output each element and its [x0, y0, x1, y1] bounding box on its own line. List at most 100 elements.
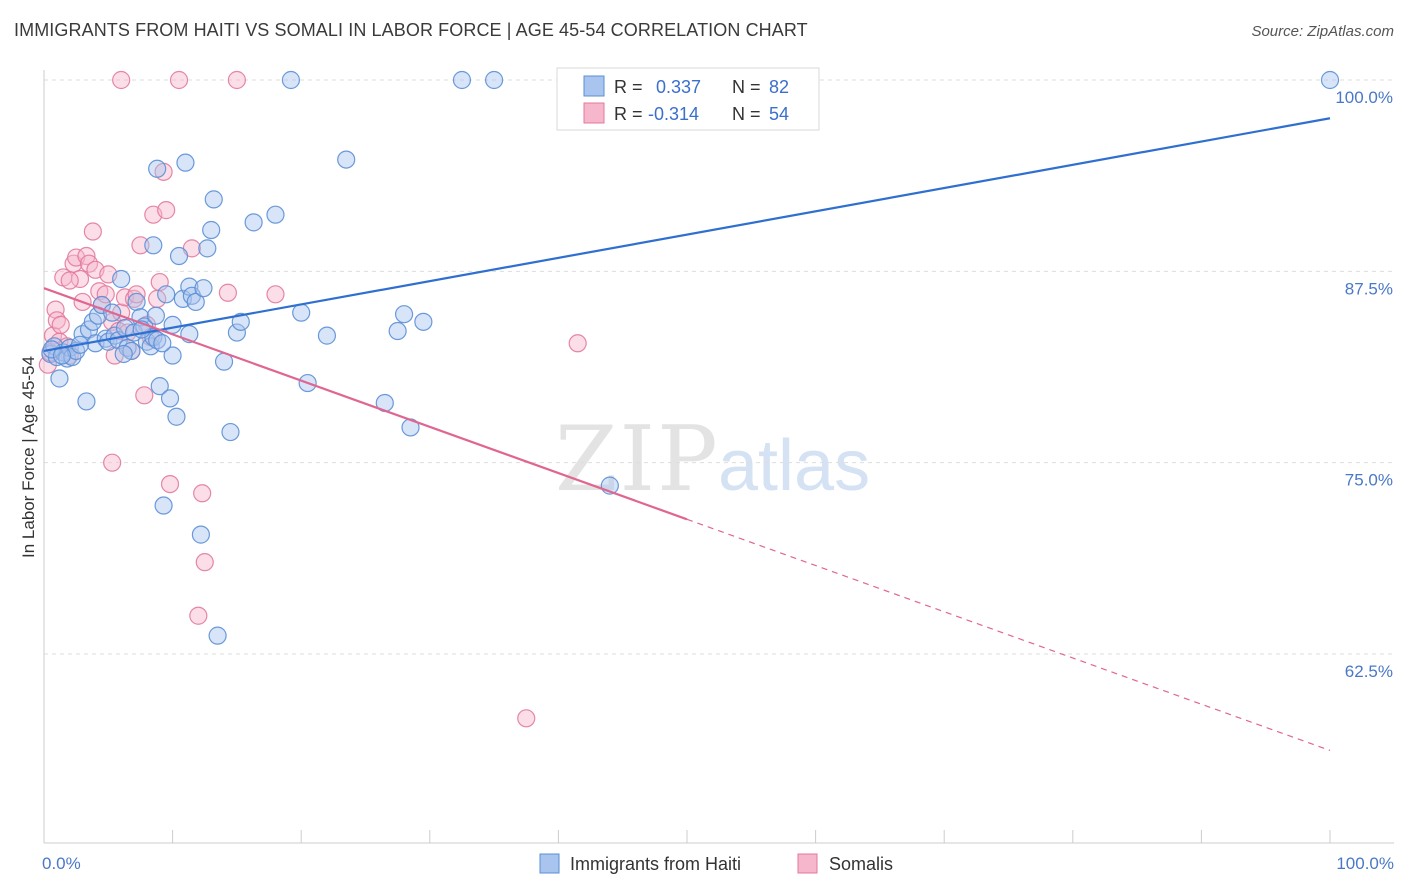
haiti-point — [388, 321, 407, 341]
y-axis-label: In Labor Force | Age 45-54 — [19, 356, 38, 558]
haiti-point — [163, 315, 182, 335]
haiti-point — [73, 324, 92, 344]
somali-point — [227, 70, 246, 90]
haiti-point — [394, 305, 414, 324]
somali-point — [60, 271, 79, 290]
gridlines — [44, 79, 1394, 655]
haiti-point — [485, 70, 504, 90]
somali-trend-line — [43, 287, 688, 521]
haiti-point — [208, 626, 227, 645]
somali-point — [193, 484, 212, 503]
somali-point — [169, 70, 189, 90]
haiti-point — [198, 239, 217, 258]
haiti-point — [163, 346, 182, 365]
haiti-point — [150, 377, 169, 396]
haiti-point — [414, 312, 433, 331]
haiti-point — [194, 279, 213, 298]
somali-point — [189, 606, 208, 625]
stats-legend: R = 0.337 N = 82 R = -0.314 N = 54 — [556, 67, 820, 131]
haiti-point — [153, 334, 172, 353]
haiti-point — [317, 326, 337, 345]
haiti-point — [186, 292, 205, 312]
haiti-point — [202, 220, 221, 240]
haiti-point — [148, 331, 167, 350]
somali-point — [51, 315, 70, 335]
legend-n-label-somali: N = — [732, 104, 761, 124]
haiti-point — [112, 269, 131, 289]
somali-point — [195, 553, 214, 572]
somali-point — [115, 288, 135, 307]
somali-point — [160, 474, 180, 494]
haiti-point — [157, 285, 176, 304]
bottom-legend-label-haiti: Immigrants from Haiti — [570, 854, 741, 874]
haiti-point — [167, 407, 186, 426]
haiti-point — [292, 303, 311, 322]
y-tick-label: 100.0% — [1335, 88, 1393, 107]
haiti-point — [144, 236, 163, 255]
somali-point — [103, 453, 122, 472]
haiti-point — [221, 422, 240, 442]
somali-trend-line-extension — [686, 518, 1331, 751]
legend-n-value-haiti: 82 — [769, 77, 789, 97]
somali-point — [112, 70, 131, 90]
haiti-point — [244, 213, 263, 232]
haiti-point — [204, 190, 223, 209]
axes — [43, 70, 1394, 844]
x-tick-label-right: 100.0% — [1336, 854, 1394, 873]
legend-swatch-somali — [583, 102, 605, 124]
haiti-point — [176, 153, 195, 172]
legend-r-value-haiti: 0.337 — [656, 77, 701, 97]
somali-point — [83, 222, 102, 241]
somali-point — [96, 285, 115, 304]
haiti-point — [148, 159, 167, 178]
somali-point — [517, 709, 536, 728]
haiti-point — [1320, 70, 1340, 90]
watermark-zip: ZIP — [555, 407, 720, 512]
bottom-legend-label-somali: Somalis — [829, 854, 893, 874]
legend-n-value-somali: 54 — [769, 104, 789, 124]
somali-point — [131, 236, 150, 255]
series-legend: Immigrants from Haiti Somalis — [539, 853, 893, 874]
y-tick-label: 75.0% — [1345, 471, 1393, 490]
haiti-point — [266, 205, 285, 224]
haiti-point — [452, 70, 472, 90]
chart-title: IMMIGRANTS FROM HAITI VS SOMALI IN LABOR… — [14, 20, 808, 40]
haiti-point — [337, 150, 356, 169]
haiti-point — [50, 369, 69, 388]
legend-r-label-haiti: R = — [614, 77, 643, 97]
y-tick-labels: 100.0% 87.5% 75.0% 62.5% — [1335, 88, 1393, 681]
x-tick-label-left: 0.0% — [42, 854, 81, 873]
bottom-legend-swatch-haiti — [539, 853, 560, 874]
somali-point — [568, 334, 587, 353]
haiti-point — [160, 389, 180, 408]
somali-point — [127, 285, 146, 304]
haiti-point — [127, 292, 146, 312]
x-ticks — [172, 830, 1331, 843]
somali-point — [135, 386, 154, 405]
somali-point — [266, 285, 285, 304]
haiti-point — [281, 70, 301, 90]
haiti-point — [146, 306, 165, 325]
legend-r-label-somali: R = — [614, 104, 643, 124]
trend-lines — [43, 117, 1331, 751]
haiti-trend-line — [43, 117, 1331, 353]
haiti-point — [169, 246, 189, 266]
haiti-point — [154, 496, 173, 515]
haiti-point — [227, 323, 246, 342]
legend-swatch-haiti — [583, 75, 605, 97]
watermark: ZIP atlas — [555, 407, 870, 512]
bottom-legend-swatch-somali — [797, 853, 818, 874]
haiti-points — [41, 70, 1340, 645]
somali-point — [218, 283, 237, 302]
watermark-atlas: atlas — [718, 426, 870, 506]
somali-point — [157, 201, 176, 220]
haiti-point — [77, 392, 96, 411]
legend-n-label-haiti: N = — [732, 77, 761, 97]
somalis-points — [38, 70, 587, 728]
y-tick-label: 62.5% — [1345, 662, 1393, 681]
y-tick-label: 87.5% — [1345, 279, 1393, 298]
source-label: Source: ZipAtlas.com — [1251, 23, 1394, 40]
haiti-point — [114, 344, 133, 364]
legend-r-value-somali: -0.314 — [648, 104, 699, 124]
